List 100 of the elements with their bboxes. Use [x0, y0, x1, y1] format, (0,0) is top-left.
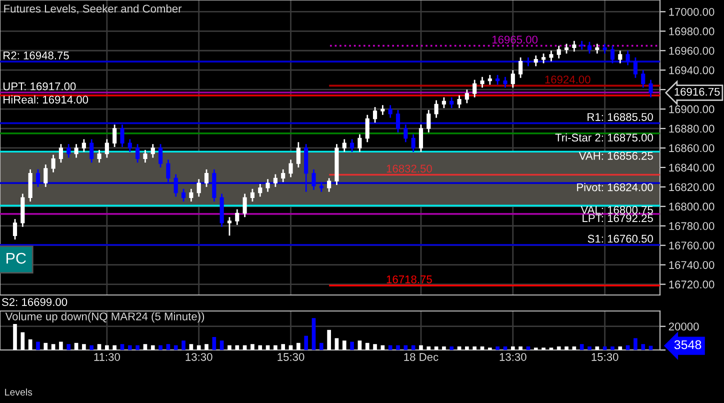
candlestick	[365, 114, 370, 143]
bar	[281, 344, 286, 350]
ref-line-label: R2: 16948.75	[4, 52, 69, 60]
bar	[74, 342, 78, 350]
bar	[120, 344, 124, 350]
y-tick-label: 17000.00	[669, 8, 714, 16]
ref-line-label: 16718.75	[386, 275, 432, 284]
bar	[304, 336, 308, 350]
x-tick-label: 15:30	[278, 353, 304, 361]
ref-line-label: VAH: 16856.25	[578, 152, 653, 160]
bar	[105, 345, 109, 350]
bar	[426, 346, 431, 350]
candlestick	[112, 124, 117, 148]
candlestick	[510, 69, 515, 88]
candlestick	[82, 138, 86, 153]
ref-line-label: UPT: 16917.00	[4, 82, 76, 90]
bar	[158, 345, 162, 350]
bar	[442, 346, 446, 350]
ref-line-label: 16832.50	[386, 164, 432, 173]
y-tick-label: 16880.00	[669, 124, 714, 133]
candlestick	[641, 69, 646, 88]
bar	[404, 345, 408, 350]
bar	[44, 342, 48, 350]
bar	[196, 345, 201, 350]
candlestick	[36, 168, 40, 188]
candlestick	[273, 174, 278, 188]
candlestick	[503, 76, 508, 88]
annotation: PC	[6, 252, 26, 264]
candlestick	[648, 79, 653, 98]
candlestick	[488, 74, 492, 86]
ref-line-label: LPT: 16792.25	[582, 214, 653, 222]
x-tick-label: 15:30	[592, 353, 618, 361]
candlestick	[51, 154, 56, 174]
candlestick	[564, 43, 569, 54]
ref-line-label: VAL: 16800.75	[580, 206, 653, 214]
candlestick	[97, 149, 102, 164]
chart-title: Volume up down(NQ MAR24 (5 Minute))	[5, 312, 204, 323]
bar	[465, 346, 469, 350]
bar	[373, 344, 377, 350]
candlestick	[450, 96, 454, 109]
candlestick	[189, 188, 194, 202]
candlestick	[388, 104, 392, 118]
text: Levels	[5, 388, 32, 396]
candlestick	[174, 174, 178, 198]
bar	[128, 345, 132, 350]
candlestick	[281, 168, 286, 183]
text: 16916.75	[674, 88, 720, 96]
y-tick-label: 16800.00	[669, 202, 714, 211]
bar	[572, 346, 576, 350]
candlestick	[434, 100, 438, 118]
bar	[480, 346, 484, 350]
candlestick	[587, 41, 592, 54]
bar	[182, 340, 186, 350]
ref-line-label: 16924.00	[545, 76, 590, 84]
bar	[342, 340, 346, 350]
x-tick-label: 11:30	[94, 353, 120, 361]
bar	[189, 344, 194, 350]
candlestick	[288, 158, 293, 178]
candlestick	[136, 143, 140, 164]
candlestick	[626, 50, 630, 66]
bar	[90, 345, 94, 350]
bar	[136, 345, 140, 350]
candlestick	[610, 45, 615, 64]
candlestick	[396, 109, 400, 134]
y-tick-label: 20000	[668, 322, 699, 330]
y-tick-label: 16860.00	[669, 144, 714, 152]
bar	[503, 346, 508, 350]
candlestick	[496, 74, 500, 86]
bar	[556, 346, 561, 350]
candlestick	[556, 45, 561, 60]
bar	[20, 332, 25, 350]
bar	[334, 338, 339, 350]
candlestick	[128, 138, 132, 153]
candlestick	[258, 183, 262, 198]
candlestick	[534, 54, 538, 67]
candlestick	[319, 181, 324, 192]
candlestick	[120, 124, 124, 148]
candlestick	[196, 178, 201, 198]
candlestick	[296, 141, 300, 168]
candlestick	[426, 109, 431, 134]
bar	[228, 345, 232, 350]
candlestick	[602, 43, 607, 54]
ref-line-label: HiReal: 16914.00	[4, 95, 88, 104]
bar	[220, 340, 224, 350]
bar	[365, 342, 370, 350]
bar	[166, 344, 170, 350]
bar	[327, 330, 331, 350]
bar	[174, 345, 178, 350]
candlestick	[74, 143, 78, 158]
bar	[274, 345, 278, 350]
bar	[36, 342, 40, 350]
text: S2: 16699.00	[2, 298, 68, 306]
candlestick	[358, 134, 362, 153]
candlestick	[166, 158, 170, 183]
y-tick-label: 16780.00	[669, 222, 714, 230]
bar	[518, 346, 522, 350]
bar	[396, 345, 400, 350]
bar	[602, 346, 607, 350]
candlestick	[549, 50, 554, 62]
bar	[434, 346, 438, 350]
